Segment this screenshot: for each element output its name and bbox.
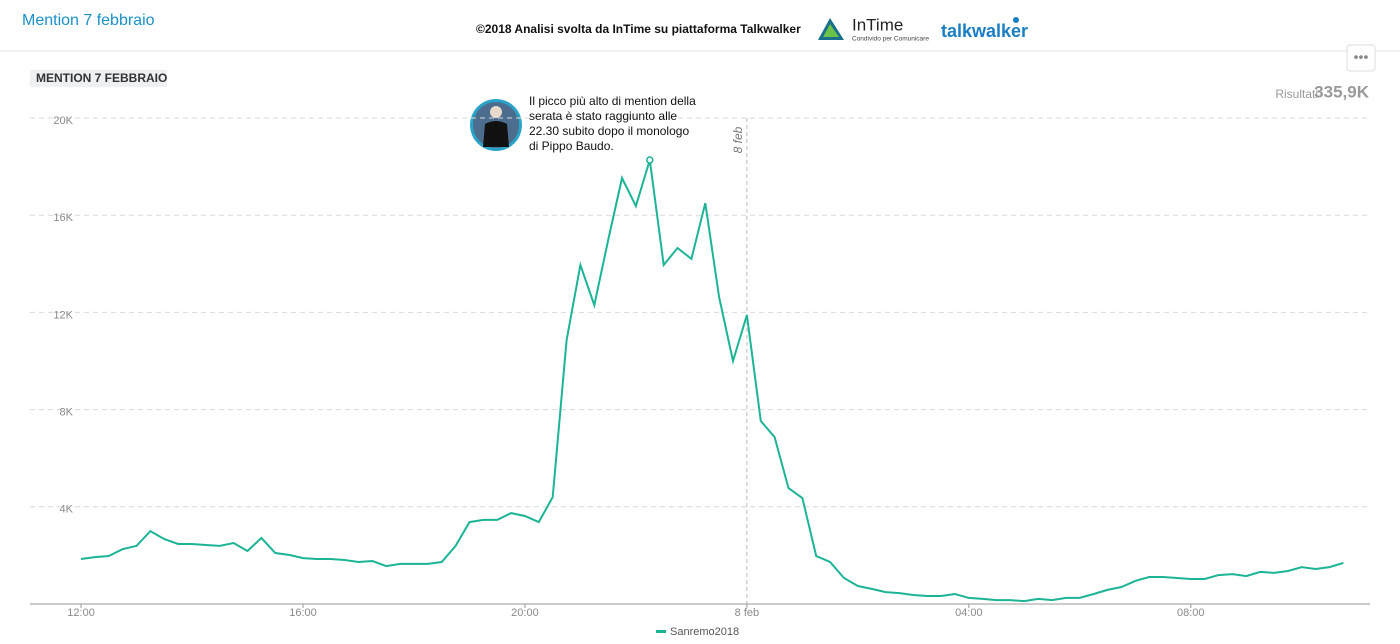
x-tick-label: 20:00 — [511, 607, 539, 619]
annotation-line: 22.30 subito dopo il monologo — [529, 124, 689, 138]
chart-title: MENTION 7 FEBBRAIO — [36, 71, 167, 85]
peak-point — [646, 156, 654, 164]
annotation-line: di Pippo Baudo. — [529, 139, 614, 153]
y-tick-label: 4K — [60, 504, 74, 516]
credit: ©2018 Analisi svolta da InTime su piatta… — [476, 22, 801, 36]
annotation-line: serata è stato raggiunto alle — [529, 109, 677, 123]
page-title: Mention 7 febbraio — [22, 12, 155, 29]
annotation-line: Il picco più alto di mention della — [529, 94, 696, 108]
x-tick-label: 08:00 — [1177, 607, 1205, 619]
legend-swatch — [656, 630, 666, 633]
brand: InTime — [852, 15, 903, 34]
x-tick-label: 8 feb — [735, 607, 759, 619]
intime-logo — [818, 18, 844, 40]
series-line — [80, 159, 1344, 603]
results-label: Risultati — [1275, 87, 1318, 101]
menu-button[interactable] — [1346, 44, 1376, 72]
y-tick-label: 8K — [60, 407, 74, 419]
y-tick-label: 20K — [53, 115, 73, 127]
brand2: talkwalker — [941, 21, 1028, 41]
y-tick-label: 16K — [53, 212, 73, 224]
results-value: 335,9K — [1314, 82, 1370, 101]
chart-title-bg — [30, 70, 167, 87]
y-tick-label: 12K — [53, 309, 73, 321]
avatar — [470, 99, 522, 151]
x-tick-label: 12:00 — [67, 607, 95, 619]
x-tick-label: 04:00 — [955, 607, 983, 619]
legend-label: Sanremo2018 — [670, 626, 739, 638]
menu-icon[interactable]: ••• — [1354, 49, 1369, 65]
day-marker-label: 8 feb — [731, 126, 745, 153]
x-tick-label: 16:00 — [289, 607, 317, 619]
brand2-icon — [1013, 17, 1019, 23]
brand-tagline: Condivido per Comunicare — [852, 36, 929, 43]
